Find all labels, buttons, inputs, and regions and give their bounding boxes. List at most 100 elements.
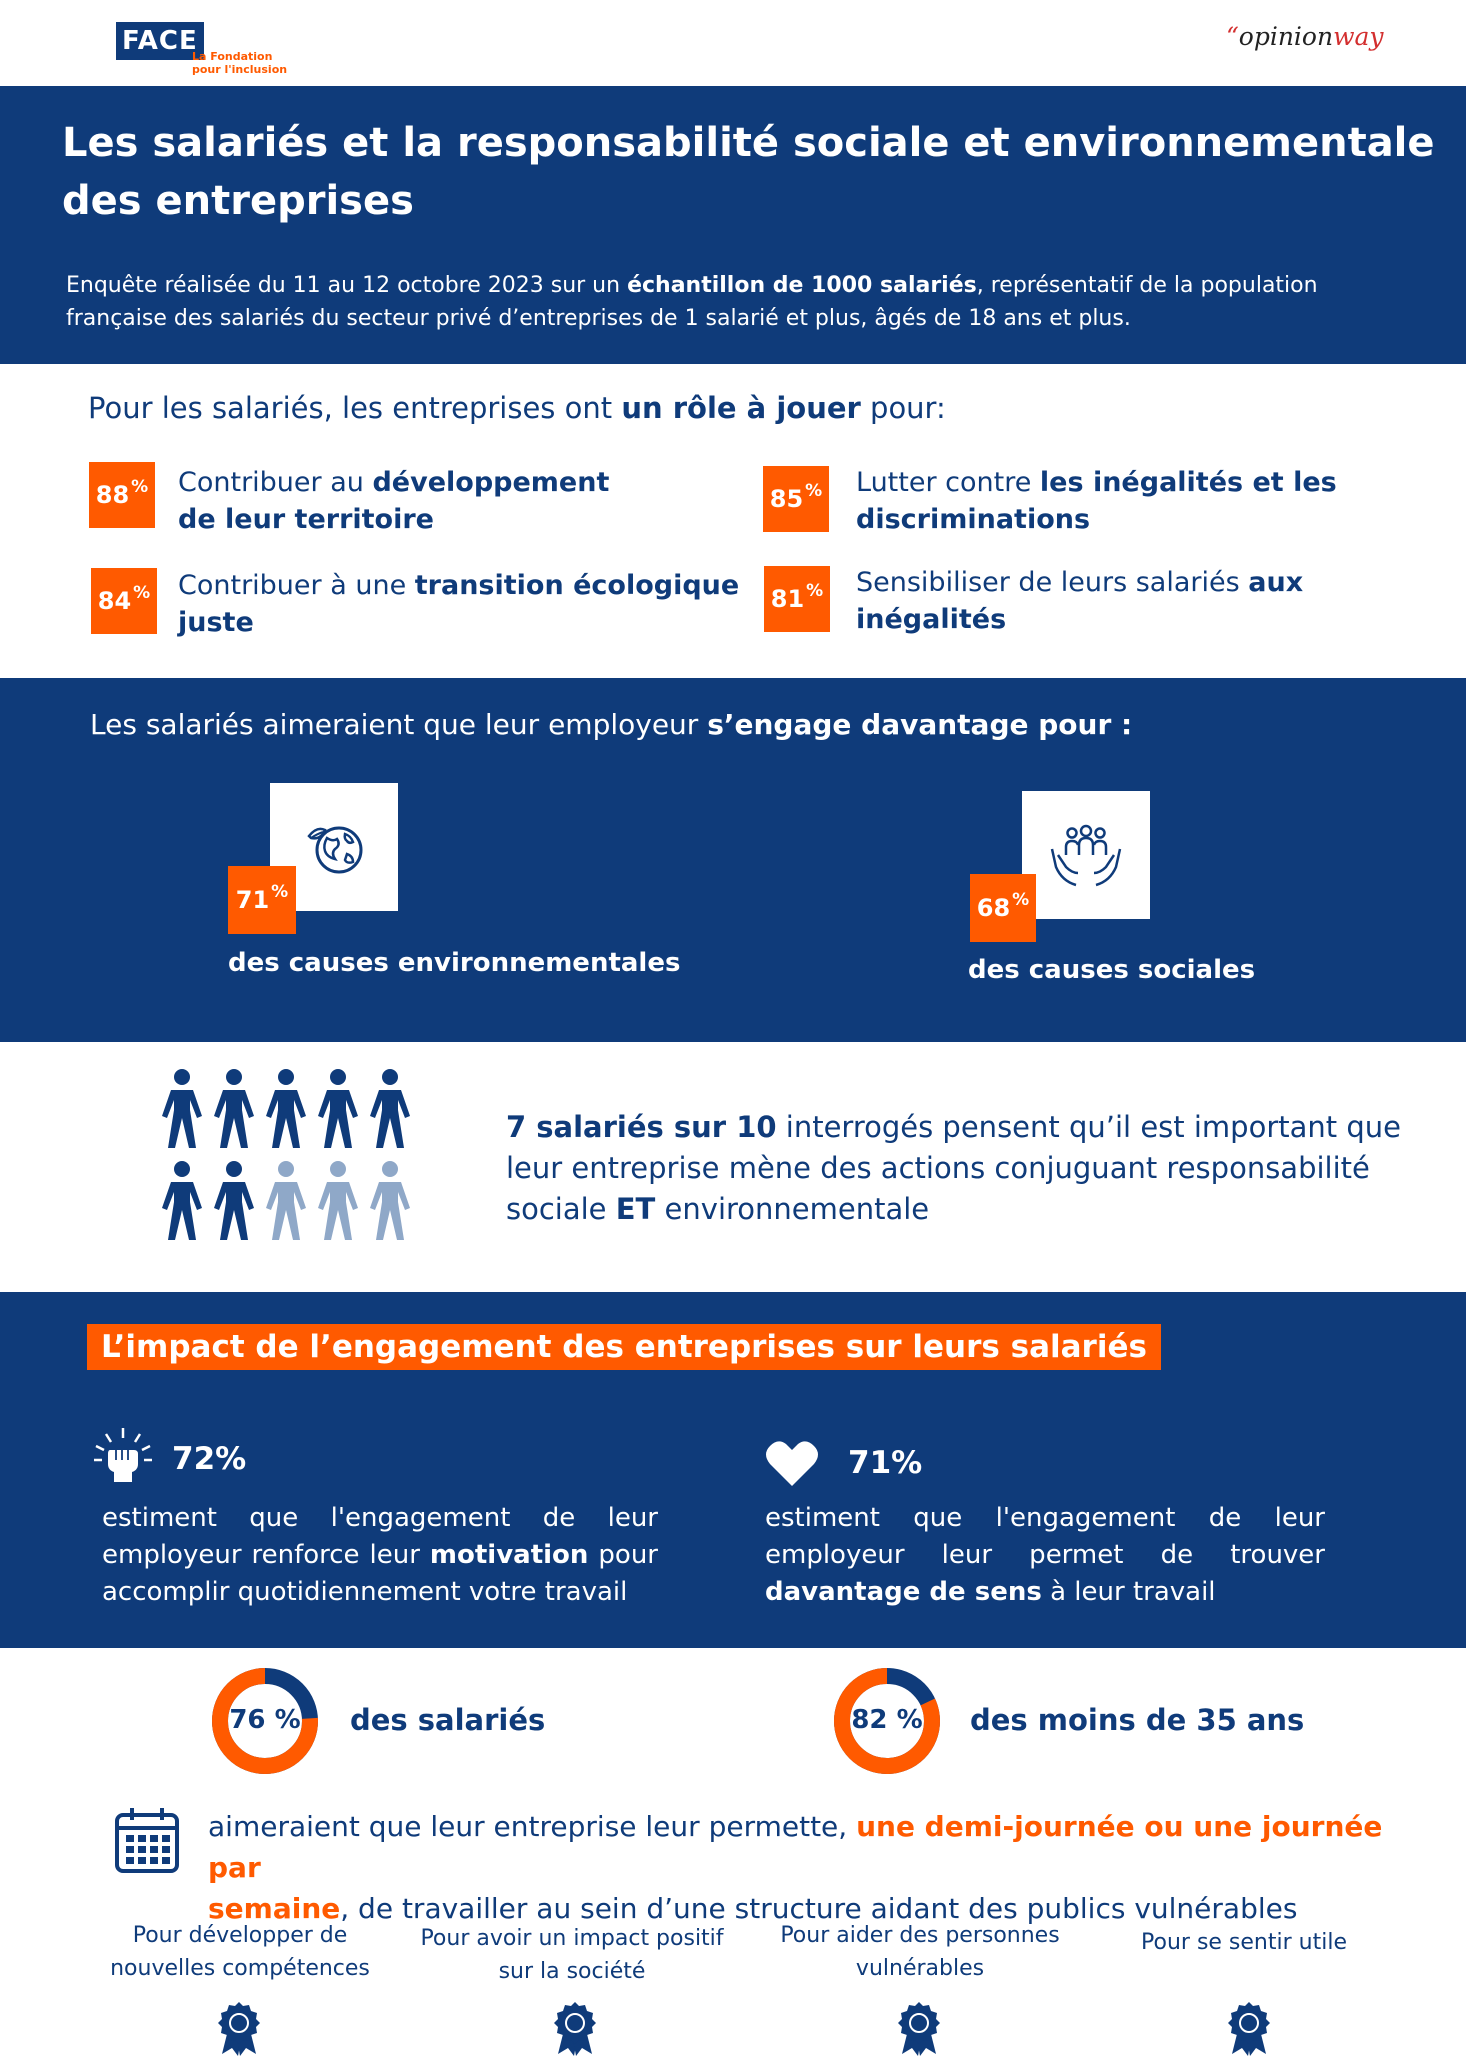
social-stat-unit: % — [1012, 890, 1030, 910]
face-tagline: La Fondation pour l'inclusion — [192, 50, 287, 76]
role-stat-pre-2: Lutter contre — [856, 467, 1040, 498]
person-icon — [318, 1161, 358, 1240]
survey-c: , représentatif de la population — [976, 273, 1318, 298]
survey-sample: échantillon de 1000 salariés — [627, 273, 977, 298]
volunteer-statement: aimeraient que leur entreprise leur perm… — [208, 1806, 1408, 1929]
page-title-line1: Les salariés et la responsabilité social… — [62, 120, 1435, 166]
people-statement-d: environnementale — [655, 1192, 930, 1226]
people-statement-line2: leur entreprise mène des actions conjugu… — [506, 1151, 1370, 1185]
survey-line2: française des salariés du secteur privé … — [66, 306, 1131, 331]
role-intro-c: pour: — [860, 391, 946, 425]
role-stat-value-1: 88 — [95, 481, 130, 509]
role-stat-value-3: 84 — [97, 587, 132, 615]
role-stat-pre-3: Contribuer à une — [178, 570, 415, 601]
motivation-value: 72% — [172, 1441, 247, 1477]
engage-intro-bold: s’engage davantage pour : — [707, 708, 1133, 741]
role-stat-pre-1: Contribuer au — [178, 467, 373, 498]
opinionway-opinion: opinion — [1238, 22, 1334, 51]
role-stat-bold1-2: les inégalités et les — [1039, 467, 1337, 498]
person-icon — [266, 1069, 306, 1148]
role-stat-badge-3: 84% — [91, 568, 157, 634]
role-stat-unit-1: % — [131, 477, 149, 497]
heart-icon — [766, 1441, 818, 1486]
page-title: Les salariés et la responsabilité social… — [62, 114, 1442, 230]
role-stat-value-4: 81 — [770, 585, 805, 613]
reason-2: Pour avoir un impact positif sur la soci… — [412, 1922, 732, 1988]
face-tagline-1: La Fondation — [192, 50, 273, 63]
env-stat-badge: 71% — [228, 866, 296, 934]
volunteer-orange1: une demi-journée ou une journée par — [208, 1810, 1383, 1884]
medal-icon-1 — [218, 2002, 260, 2056]
motivation-line1: estiment que l'engagement de leur — [102, 1503, 658, 1533]
donut-value-under-35: 82 % — [851, 1705, 923, 1735]
earth-icon — [307, 826, 363, 874]
reason-2-line2: sur la société — [498, 1959, 646, 1984]
reason-3-line1: Pour aider des personnes — [780, 1923, 1060, 1948]
meaning-line2: employeur leur permet de trouver — [765, 1540, 1325, 1570]
page-title-line2: des entreprises — [62, 178, 414, 224]
reason-1-line1: Pour développer de — [132, 1923, 348, 1948]
face-logo-box: FACE — [116, 22, 204, 60]
engage-intro-a: Les salariés aimeraient que leur employe… — [90, 708, 708, 741]
person-icon — [214, 1161, 254, 1240]
role-stat-unit-4: % — [806, 581, 824, 601]
person-icon — [370, 1161, 410, 1240]
role-stat-text-4: Sensibiliser de leurs salariés aux inéga… — [856, 564, 1303, 638]
role-stat-text-1: Contribuer au développement de leur terr… — [178, 464, 609, 538]
role-stat-bold2-4: inégalités — [856, 604, 1007, 635]
role-stat-bold1-1: développement — [372, 467, 610, 498]
motivation-text: estiment que l'engagement de leur employ… — [102, 1500, 658, 1611]
impact-heading-text: L’impact de l’engagement des entreprises… — [101, 1329, 1147, 1365]
survey-description: Enquête réalisée du 11 au 12 octobre 202… — [66, 269, 1446, 335]
env-stat-value: 71 — [235, 886, 270, 914]
meaning-text: estiment que l'engagement de leur employ… — [765, 1500, 1325, 1611]
env-stat-label: des causes environnementales — [228, 948, 681, 978]
medal-icon-3 — [898, 2002, 940, 2056]
raised-fist-icon — [94, 1428, 152, 1482]
volunteer-text-b: , de travailler au sein d’une structure … — [340, 1892, 1298, 1925]
donut-value-all-employees: 76 % — [229, 1705, 301, 1735]
social-stat-label: des causes sociales — [968, 955, 1256, 985]
donut-chart-under-35 — [834, 1668, 940, 1774]
reason-4-line1: Pour se sentir utile — [1141, 1930, 1347, 1955]
role-stat-value-2: 85 — [769, 485, 804, 513]
people-statement-et: ET — [615, 1192, 656, 1226]
donut-arc-under-35 — [834, 1668, 940, 1774]
role-intro: Pour les salariés, les entreprises ont u… — [88, 391, 946, 425]
role-stat-unit-2: % — [805, 481, 823, 501]
person-icon — [318, 1069, 358, 1148]
meaning-line3-b: à leur travail — [1041, 1577, 1216, 1607]
meaning-value: 71% — [848, 1445, 923, 1481]
people-statement-bold: 7 salariés sur 10 — [506, 1110, 777, 1144]
people-pictogram-grid — [162, 1069, 410, 1240]
role-stat-badge-4: 81% — [764, 566, 830, 632]
reason-2-line1: Pour avoir un impact positif — [420, 1926, 724, 1951]
social-stat-value: 68 — [976, 894, 1011, 922]
role-stat-bold1-3: transition écologique — [414, 570, 740, 601]
opinionway-logo: “opinionway — [1226, 22, 1384, 51]
motivation-line2-a: employeur renforce leur — [102, 1540, 430, 1570]
medal-icon-4 — [1228, 2002, 1270, 2056]
motivation-bold: motivation — [429, 1540, 589, 1570]
people-statement-a: interrogés pensent qu’il est important q… — [776, 1110, 1401, 1144]
volunteer-text-a: aimeraient que leur entreprise leur perm… — [208, 1810, 857, 1843]
title-band: Les salariés et la responsabilité social… — [0, 86, 1466, 364]
calendar-icon — [115, 1808, 179, 1873]
opinionway-way: way — [1333, 22, 1384, 51]
person-icon — [214, 1069, 254, 1148]
person-icon — [162, 1161, 202, 1240]
impact-heading: L’impact de l’engagement des entreprises… — [87, 1324, 1161, 1370]
env-stat-unit: % — [271, 882, 289, 902]
donut-arc-all-employees — [212, 1668, 318, 1774]
people-statement: 7 salariés sur 10 interrogés pensent qu’… — [506, 1107, 1406, 1230]
person-icon — [266, 1161, 306, 1240]
role-stat-pre-4: Sensibiliser de leurs salariés — [856, 567, 1249, 598]
role-stat-bold2-3: juste — [178, 607, 254, 638]
donut-label-under-35: des moins de 35 ans — [970, 1703, 1305, 1737]
opinionway-quote: “ — [1226, 22, 1239, 51]
role-stat-bold2-1: de leur territoire — [178, 504, 434, 535]
social-stat-badge: 68% — [970, 874, 1036, 942]
face-tagline-2: pour l'inclusion — [192, 63, 288, 76]
motivation-line3: accomplir quotidiennement votre travail — [102, 1577, 628, 1607]
role-stat-text-3: Contribuer à une transition écologique j… — [178, 567, 739, 641]
